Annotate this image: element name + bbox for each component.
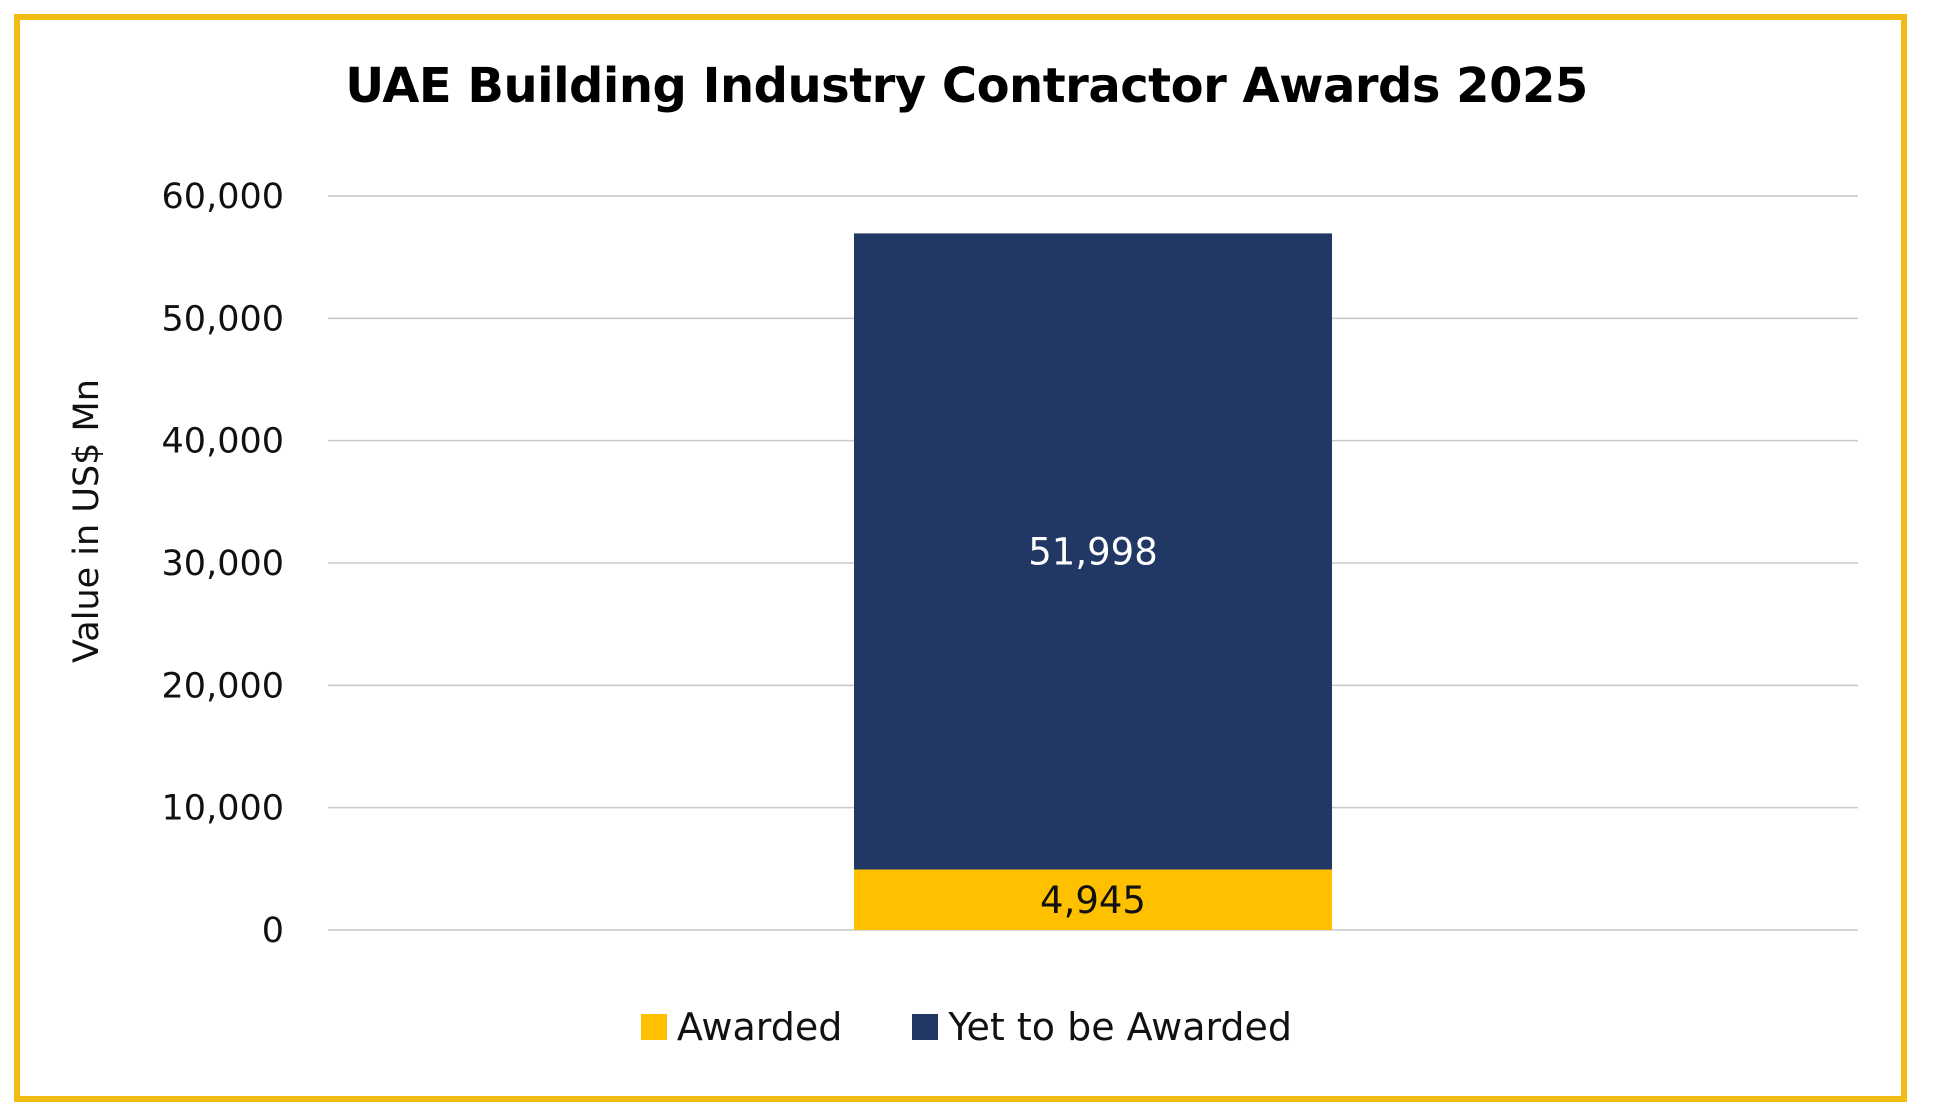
legend: Awarded Yet to be Awarded [0, 1005, 1933, 1049]
legend-label-awarded: Awarded [676, 1005, 843, 1049]
y-tick-label: 50,000 [162, 299, 284, 339]
data-label-awarded: 4,945 [1040, 879, 1146, 922]
legend-label-yet-to-be-awarded: Yet to be Awarded [948, 1005, 1293, 1049]
y-axis-ticks: 0 10,000 20,000 30,000 40,000 50,000 60,000 [162, 177, 284, 951]
y-tick-label: 60,000 [162, 177, 284, 217]
y-axis-title: Value in US$ Mn [67, 379, 107, 663]
data-label-yet-to-be-awarded: 51,998 [1028, 530, 1157, 573]
legend-swatch-awarded [640, 1014, 667, 1040]
bar-segment-awarded [854, 869, 1332, 930]
legend-swatch-yet-to-be-awarded [912, 1014, 939, 1040]
data-labels: 4,945 51,998 [1028, 530, 1157, 921]
y-tick-label: 20,000 [162, 666, 284, 706]
legend-item-awarded: Awarded [640, 1005, 843, 1049]
y-tick-label: 0 [262, 911, 284, 951]
legend-item-yet-to-be-awarded: Yet to be Awarded [912, 1005, 1292, 1049]
y-tick-label: 40,000 [162, 422, 284, 462]
bars [854, 233, 1332, 930]
y-tick-label: 10,000 [162, 789, 284, 829]
chart-title: UAE Building Industry Contractor Awards … [345, 58, 1588, 114]
y-tick-label: 30,000 [162, 544, 284, 584]
bar-segment-yet-to-be-awarded [854, 233, 1332, 870]
